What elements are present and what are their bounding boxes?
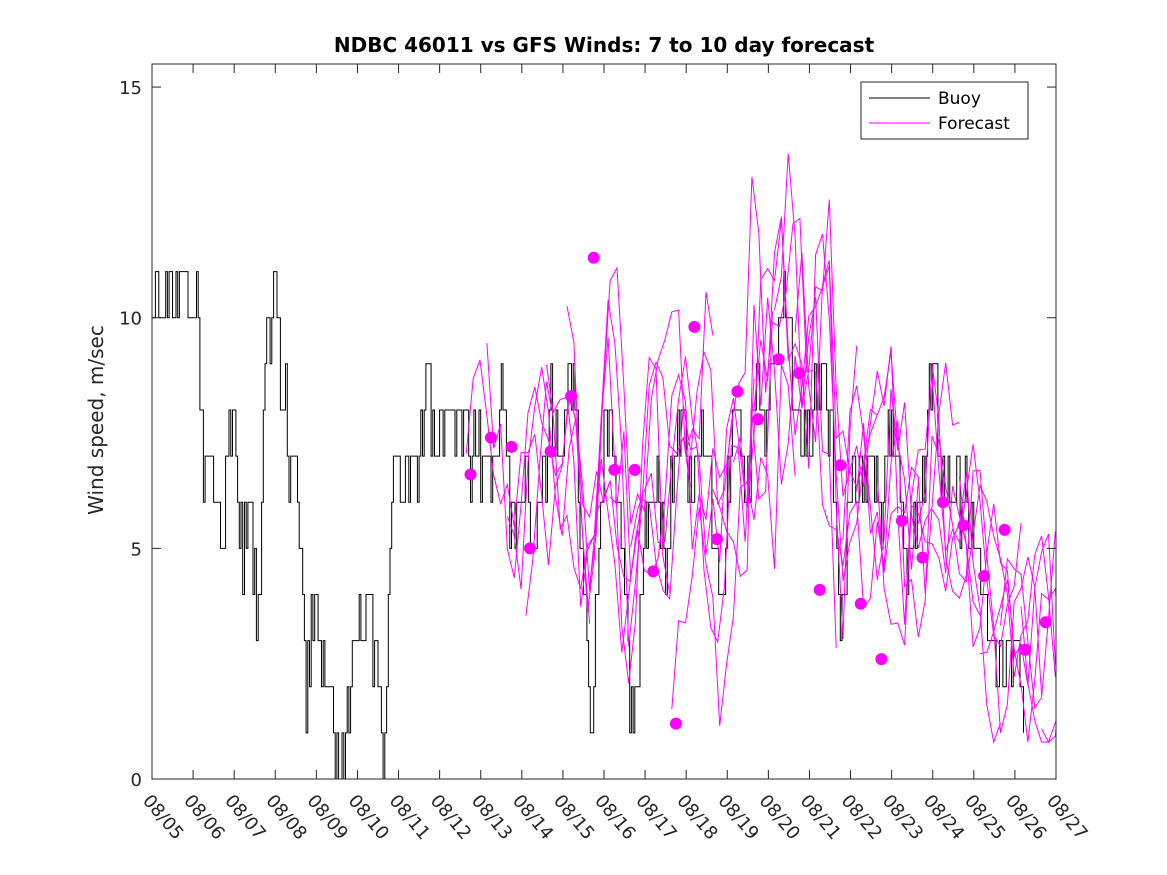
forecast-line-24 (958, 476, 1056, 686)
forecast-line-2 (506, 367, 631, 590)
forecast-line-26 (1000, 531, 1056, 710)
forecast-line-15 (774, 153, 899, 514)
forecast-point-10 (669, 717, 682, 730)
forecast-point-11 (688, 320, 701, 333)
y-axis-label: Wind speed, m/sec (84, 325, 108, 515)
forecast-point-1 (485, 431, 497, 444)
forecast-point-9 (647, 565, 660, 578)
forecast-line-8 (630, 356, 755, 563)
forecast-line-25 (979, 579, 1056, 743)
forecast-point-3 (524, 542, 536, 555)
forecast-point-22 (916, 551, 929, 564)
forecast-point-12 (711, 533, 723, 546)
forecast-line-12 (712, 297, 837, 649)
forecast-point-5 (565, 390, 578, 403)
legend: Buoy Forecast (860, 81, 1029, 140)
forecast-point-6 (587, 251, 600, 264)
forecast-line-21 (897, 374, 1022, 648)
forecast-point-20 (875, 653, 888, 666)
forecast-point-8 (628, 463, 641, 476)
forecast-point-21 (895, 514, 908, 527)
forecast-line-18 (836, 362, 960, 580)
y-tick-label-5: 5 (131, 539, 142, 560)
forecast-point-7 (608, 463, 621, 476)
plot-frame (151, 63, 1057, 780)
forecast-line-27 (1020, 606, 1056, 743)
forecast-point-0 (464, 468, 477, 481)
forecast-line-9 (648, 311, 773, 644)
forecast-line-7 (609, 373, 734, 578)
forecast-point-18 (834, 459, 847, 472)
forecast-line-1 (486, 343, 611, 592)
forecast-line-17 (815, 371, 940, 638)
forecast-point-26 (998, 523, 1011, 536)
forecast-point-25 (978, 570, 991, 582)
y-tick-label-10: 10 (119, 309, 142, 330)
forecast-line-19 (856, 423, 981, 616)
forecast-point-17 (813, 583, 826, 596)
forecast-line-13 (732, 219, 858, 639)
forecast-line-3 (525, 381, 650, 653)
y-tick-label-15: 15 (119, 78, 142, 99)
chart-title: NDBC 46011 vs GFS Winds: 7 to 10 day for… (334, 33, 875, 57)
forecast-point-28 (1039, 616, 1052, 629)
forecast-line-10 (671, 364, 796, 726)
forecast-line-5 (566, 299, 691, 647)
forecast-line-6 (589, 266, 714, 586)
marker-layer (464, 251, 1052, 730)
forecast-point-19 (854, 597, 867, 610)
legend-label-buoy: Buoy (938, 89, 981, 109)
forecast-line-11 (689, 176, 814, 505)
forecast-point-2 (505, 440, 518, 453)
forecast-line-22 (917, 363, 1043, 733)
forecast-line-20 (876, 472, 1001, 745)
forecast-point-15 (772, 353, 785, 366)
forecast-point-27 (1019, 643, 1032, 656)
forecast-line-14 (753, 216, 878, 582)
buoy-series-line (152, 271, 1024, 779)
forecast-point-14 (752, 413, 765, 426)
forecast-point-23 (937, 496, 949, 509)
forecast-point-4 (544, 445, 557, 458)
legend-label-forecast: Forecast (938, 114, 1010, 134)
forecast-point-16 (793, 367, 806, 380)
legend-box (860, 81, 1029, 140)
forecast-point-13 (731, 385, 744, 398)
forecast-point-24 (957, 519, 970, 532)
y-tick-label-0: 0 (131, 770, 142, 791)
